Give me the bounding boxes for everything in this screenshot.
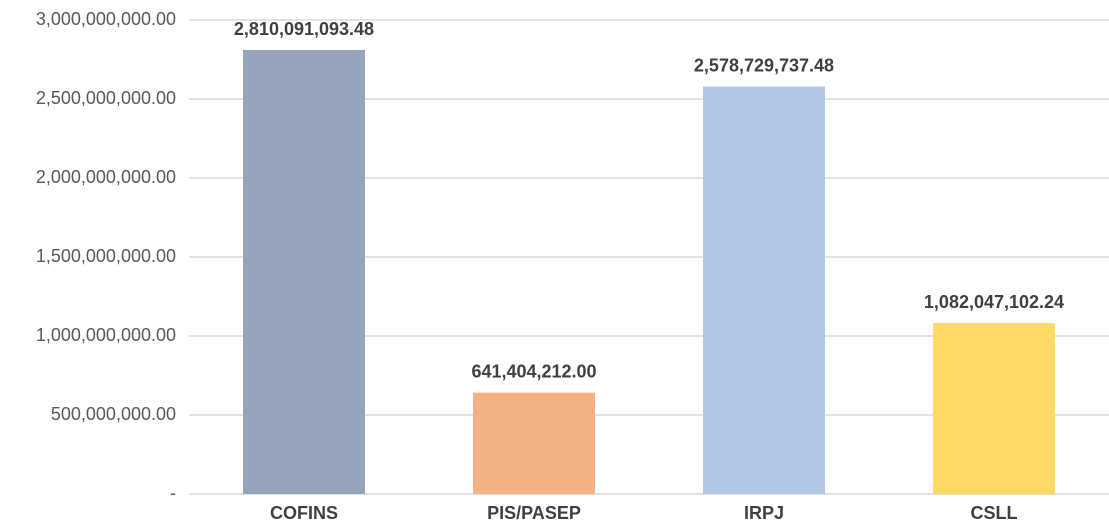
x-tick-label: PIS/PASEP xyxy=(487,503,581,523)
y-tick-label: 2,000,000,000.00 xyxy=(36,167,176,187)
bar xyxy=(703,86,825,494)
x-tick-label: COFINS xyxy=(270,503,338,523)
y-tick-label: - xyxy=(170,483,176,503)
bar xyxy=(243,50,365,494)
y-tick-label: 3,000,000,000.00 xyxy=(36,9,176,29)
data-label: 1,082,047,102.24 xyxy=(924,292,1064,312)
x-tick-label: IRPJ xyxy=(744,503,784,523)
x-tick-label: CSLL xyxy=(971,503,1018,523)
y-tick-label: 2,500,000,000.00 xyxy=(36,88,176,108)
bar xyxy=(473,392,595,494)
data-label: 2,578,729,737.48 xyxy=(694,55,834,75)
data-label: 2,810,091,093.48 xyxy=(234,19,374,39)
y-tick-label: 1,500,000,000.00 xyxy=(36,246,176,266)
data-label: 641,404,212.00 xyxy=(471,361,596,381)
bar xyxy=(933,323,1055,494)
y-tick-label: 1,000,000,000.00 xyxy=(36,325,176,345)
y-tick-label: 500,000,000.00 xyxy=(51,404,176,424)
